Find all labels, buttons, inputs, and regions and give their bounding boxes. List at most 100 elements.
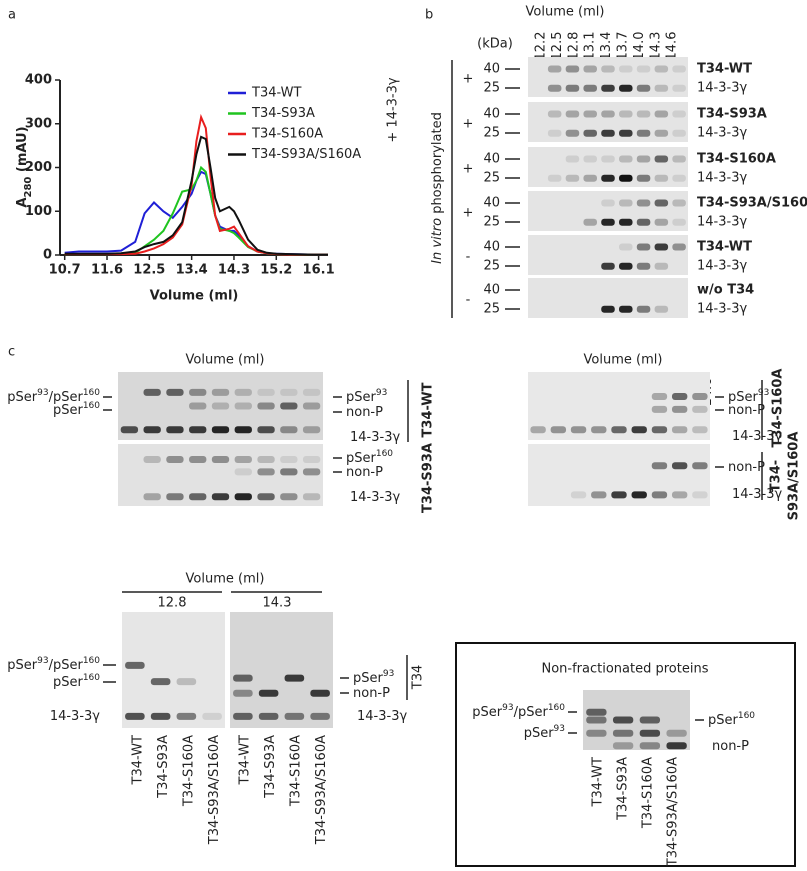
band [636, 129, 651, 137]
band [280, 426, 298, 434]
band [530, 426, 546, 434]
band [189, 388, 207, 396]
band [692, 491, 708, 499]
band [189, 456, 207, 463]
x-tick-label: 14.3 [218, 263, 250, 278]
partner-label: 14-3-3γ [697, 259, 747, 274]
lane-label: T34-WT [131, 735, 146, 786]
text-part: A [15, 197, 30, 207]
band [189, 493, 207, 501]
text-part: pSer [472, 705, 503, 720]
band-label: 14-3-3γ [732, 487, 782, 502]
band [601, 199, 615, 207]
band [189, 426, 207, 434]
panel-label: a [8, 8, 16, 23]
sign-label: + [463, 206, 474, 221]
band [166, 493, 184, 501]
band [150, 678, 171, 686]
band-label: non-P [346, 405, 383, 420]
band [565, 84, 580, 92]
band [233, 674, 253, 682]
bracket-label: T34 [411, 665, 426, 690]
band [565, 174, 580, 182]
band [671, 392, 688, 400]
legend-label: T34-S93A [251, 106, 315, 121]
text-part: 93 [502, 703, 513, 713]
band [257, 468, 275, 476]
text-part: pSer [524, 726, 555, 741]
band [601, 155, 615, 163]
band-label: non-P [728, 403, 765, 418]
partner-label: 14-3-3γ [697, 81, 747, 96]
band [636, 110, 651, 118]
text-part: 160 [83, 673, 100, 683]
lane-label: T34-S93A [263, 735, 278, 799]
text-part: pSer [708, 713, 739, 728]
band [639, 742, 661, 750]
band [591, 491, 607, 499]
band [636, 305, 651, 313]
band [651, 405, 668, 413]
protein-label: T34-WT [697, 62, 752, 77]
sign-label: + [463, 162, 474, 177]
band [211, 456, 230, 463]
lane-label: T34-S93A/S160A [207, 735, 222, 845]
band [257, 456, 275, 463]
text-part: non-P [728, 403, 765, 418]
band [143, 388, 161, 396]
text-part: non-P [712, 739, 749, 754]
band [257, 426, 275, 434]
x-tick-label: 10.7 [49, 263, 81, 278]
band [654, 243, 669, 251]
band [189, 402, 207, 410]
text-part: 14-3-3γ [350, 490, 400, 505]
band [257, 388, 275, 396]
band [257, 402, 275, 410]
text-part: pSer [353, 671, 384, 686]
band [547, 129, 562, 137]
band [692, 462, 708, 470]
series-line [64, 113, 328, 256]
legend-label: T34-S93A/S160A [251, 147, 361, 162]
band-label: 14-3-3γ [350, 490, 400, 505]
band [565, 155, 580, 163]
band [302, 402, 321, 410]
gel-name: T34-S93A [421, 443, 436, 513]
band [583, 84, 597, 92]
header-label: Volume (ml) [186, 353, 265, 368]
band [565, 129, 580, 137]
band [302, 493, 321, 501]
marker-label: 40 [483, 196, 500, 211]
text-part: pSer [7, 658, 38, 673]
text-part: 280 [23, 177, 34, 198]
series-line [64, 165, 328, 256]
band [547, 110, 562, 118]
protein-label: T34-S93A [697, 107, 767, 122]
header-label: Volume (ml) [584, 353, 663, 368]
band [601, 262, 615, 270]
band [619, 243, 633, 251]
band [651, 392, 668, 400]
text-part: 93 [37, 388, 48, 398]
band [547, 65, 562, 73]
marker-label: 40 [483, 240, 500, 255]
band [565, 65, 580, 73]
protein-label: T34-S160A [697, 152, 776, 167]
band [619, 174, 633, 182]
fraction-label: 12.2 [534, 32, 549, 61]
band-label: pSer160 [53, 673, 100, 690]
band [302, 468, 321, 476]
band [601, 129, 615, 137]
band [302, 426, 321, 434]
band [166, 426, 184, 434]
x-tick-label: 13.4 [176, 263, 208, 278]
band [631, 426, 647, 434]
band [125, 712, 145, 720]
band [619, 155, 633, 163]
band [583, 174, 597, 182]
text-part: 93 [37, 656, 48, 666]
band [143, 493, 161, 501]
sign-label: - [466, 293, 471, 308]
band [666, 729, 687, 737]
band [570, 426, 587, 434]
